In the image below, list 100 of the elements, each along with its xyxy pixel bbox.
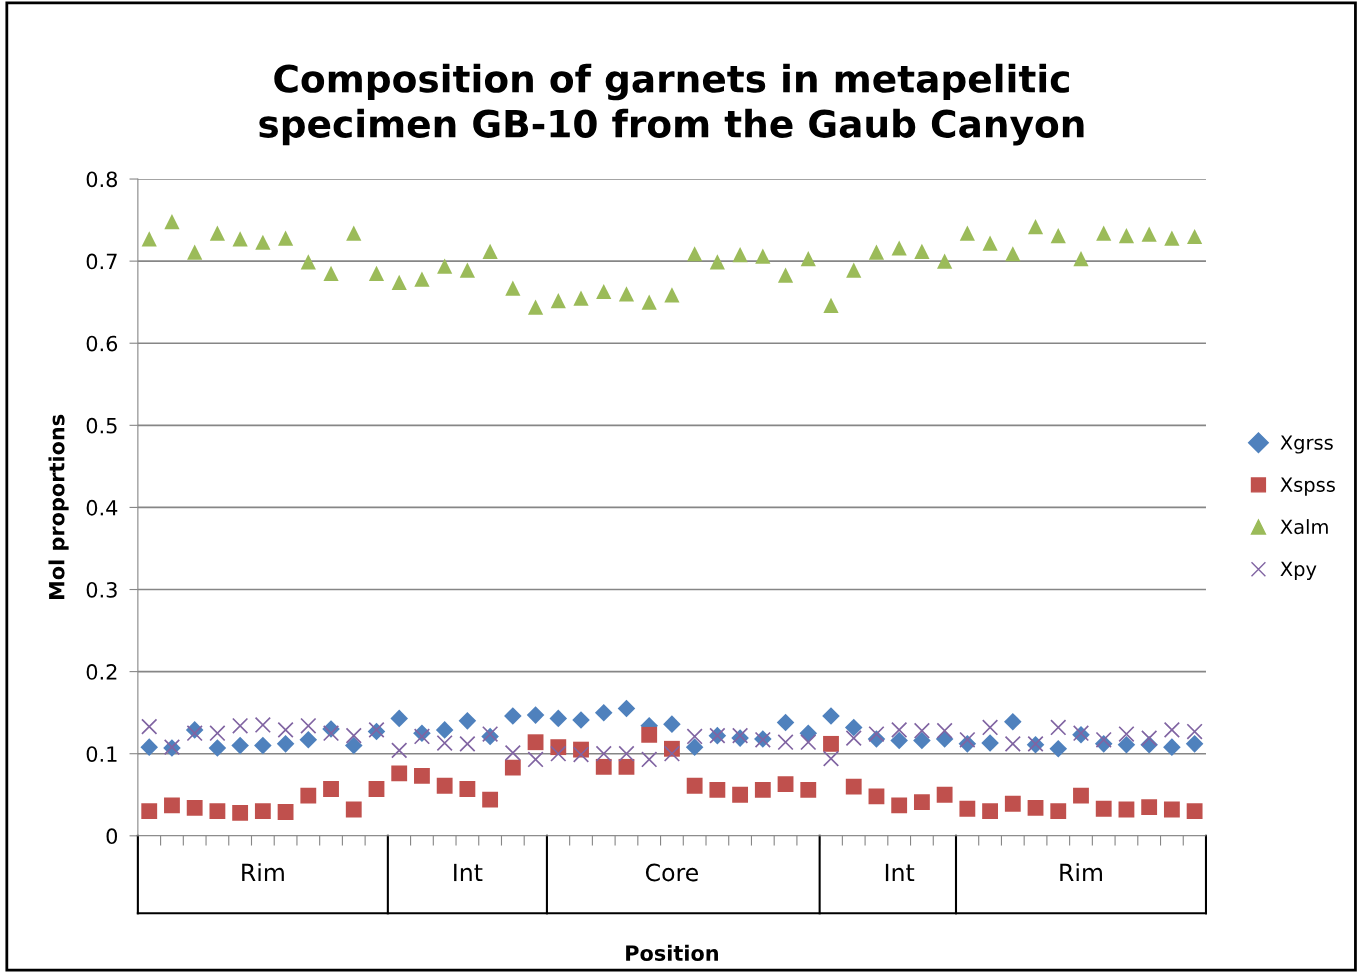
point [572,711,590,729]
point [1004,735,1021,752]
point [254,716,271,734]
point [822,707,840,725]
point [1073,251,1089,267]
point [663,715,681,733]
point [595,758,612,775]
point [436,777,453,794]
point [1005,246,1021,262]
point [845,729,862,747]
point [344,736,363,755]
point [232,804,249,821]
point [1186,723,1203,740]
point [482,243,498,259]
y-tick-label: 0.8 [86,171,117,188]
point [641,751,658,768]
point [800,781,817,798]
point [686,777,703,794]
point [913,731,931,750]
point [300,787,317,804]
point [891,240,907,256]
point [254,803,271,820]
point [323,265,339,282]
point [1164,230,1180,246]
point [959,731,976,748]
point [936,722,953,739]
point [1049,740,1068,758]
point [368,265,385,282]
point [641,294,657,310]
point [186,725,203,742]
point [436,734,453,752]
point [845,778,862,795]
point [982,235,998,251]
point [959,225,975,241]
point [823,297,839,314]
point [937,253,953,269]
point [641,726,658,743]
point [823,735,839,752]
point [300,717,317,734]
point [1163,738,1181,756]
point [1073,787,1089,804]
y-tick-label: 0.2 [86,664,117,680]
point [458,712,477,730]
point [527,734,544,751]
point [1004,712,1022,731]
point [732,246,748,263]
point [1187,228,1203,245]
point [209,225,226,241]
point [187,244,203,260]
point [1163,721,1181,739]
point [800,734,817,751]
point [504,744,521,762]
point [1141,799,1158,815]
point [141,231,157,247]
point [618,758,635,775]
point [277,230,294,246]
point [1095,731,1112,748]
y-tick-label: 0.4 [86,499,118,516]
point [504,707,522,725]
point [232,231,248,247]
point [322,725,340,742]
point [891,797,908,814]
point [846,262,862,278]
point [141,803,158,820]
point [1118,725,1135,743]
point [573,290,589,306]
point [140,738,159,756]
point [277,721,294,739]
point [1118,228,1135,244]
point [435,721,454,739]
y-tick-label: 0 [106,828,118,845]
point [732,786,749,803]
point [391,742,408,759]
point [913,722,931,739]
point [594,703,613,722]
point [482,791,499,808]
point [868,725,885,743]
point [390,709,408,728]
x-tick-label: Int [454,863,483,882]
point [1118,801,1135,818]
legend-label: Xspss [1280,477,1335,496]
point [526,706,545,724]
chart-title: Composition of garnets in metapelitic specimen GB-10 from the Gaub Canyon [259,63,1084,146]
point [141,718,158,735]
point [209,725,226,742]
point [1004,795,1021,812]
point [1050,803,1067,820]
point [254,736,272,755]
point [300,254,316,270]
point [936,786,953,803]
y-tick-label: 0.6 [86,335,118,352]
x-tick-label: Int [885,863,915,882]
point [982,803,998,820]
point [459,262,475,278]
x-tick-label: Core [645,863,698,882]
point [1163,801,1180,818]
point [549,709,568,728]
point [1050,719,1067,736]
point [1141,729,1158,747]
point [890,731,908,750]
